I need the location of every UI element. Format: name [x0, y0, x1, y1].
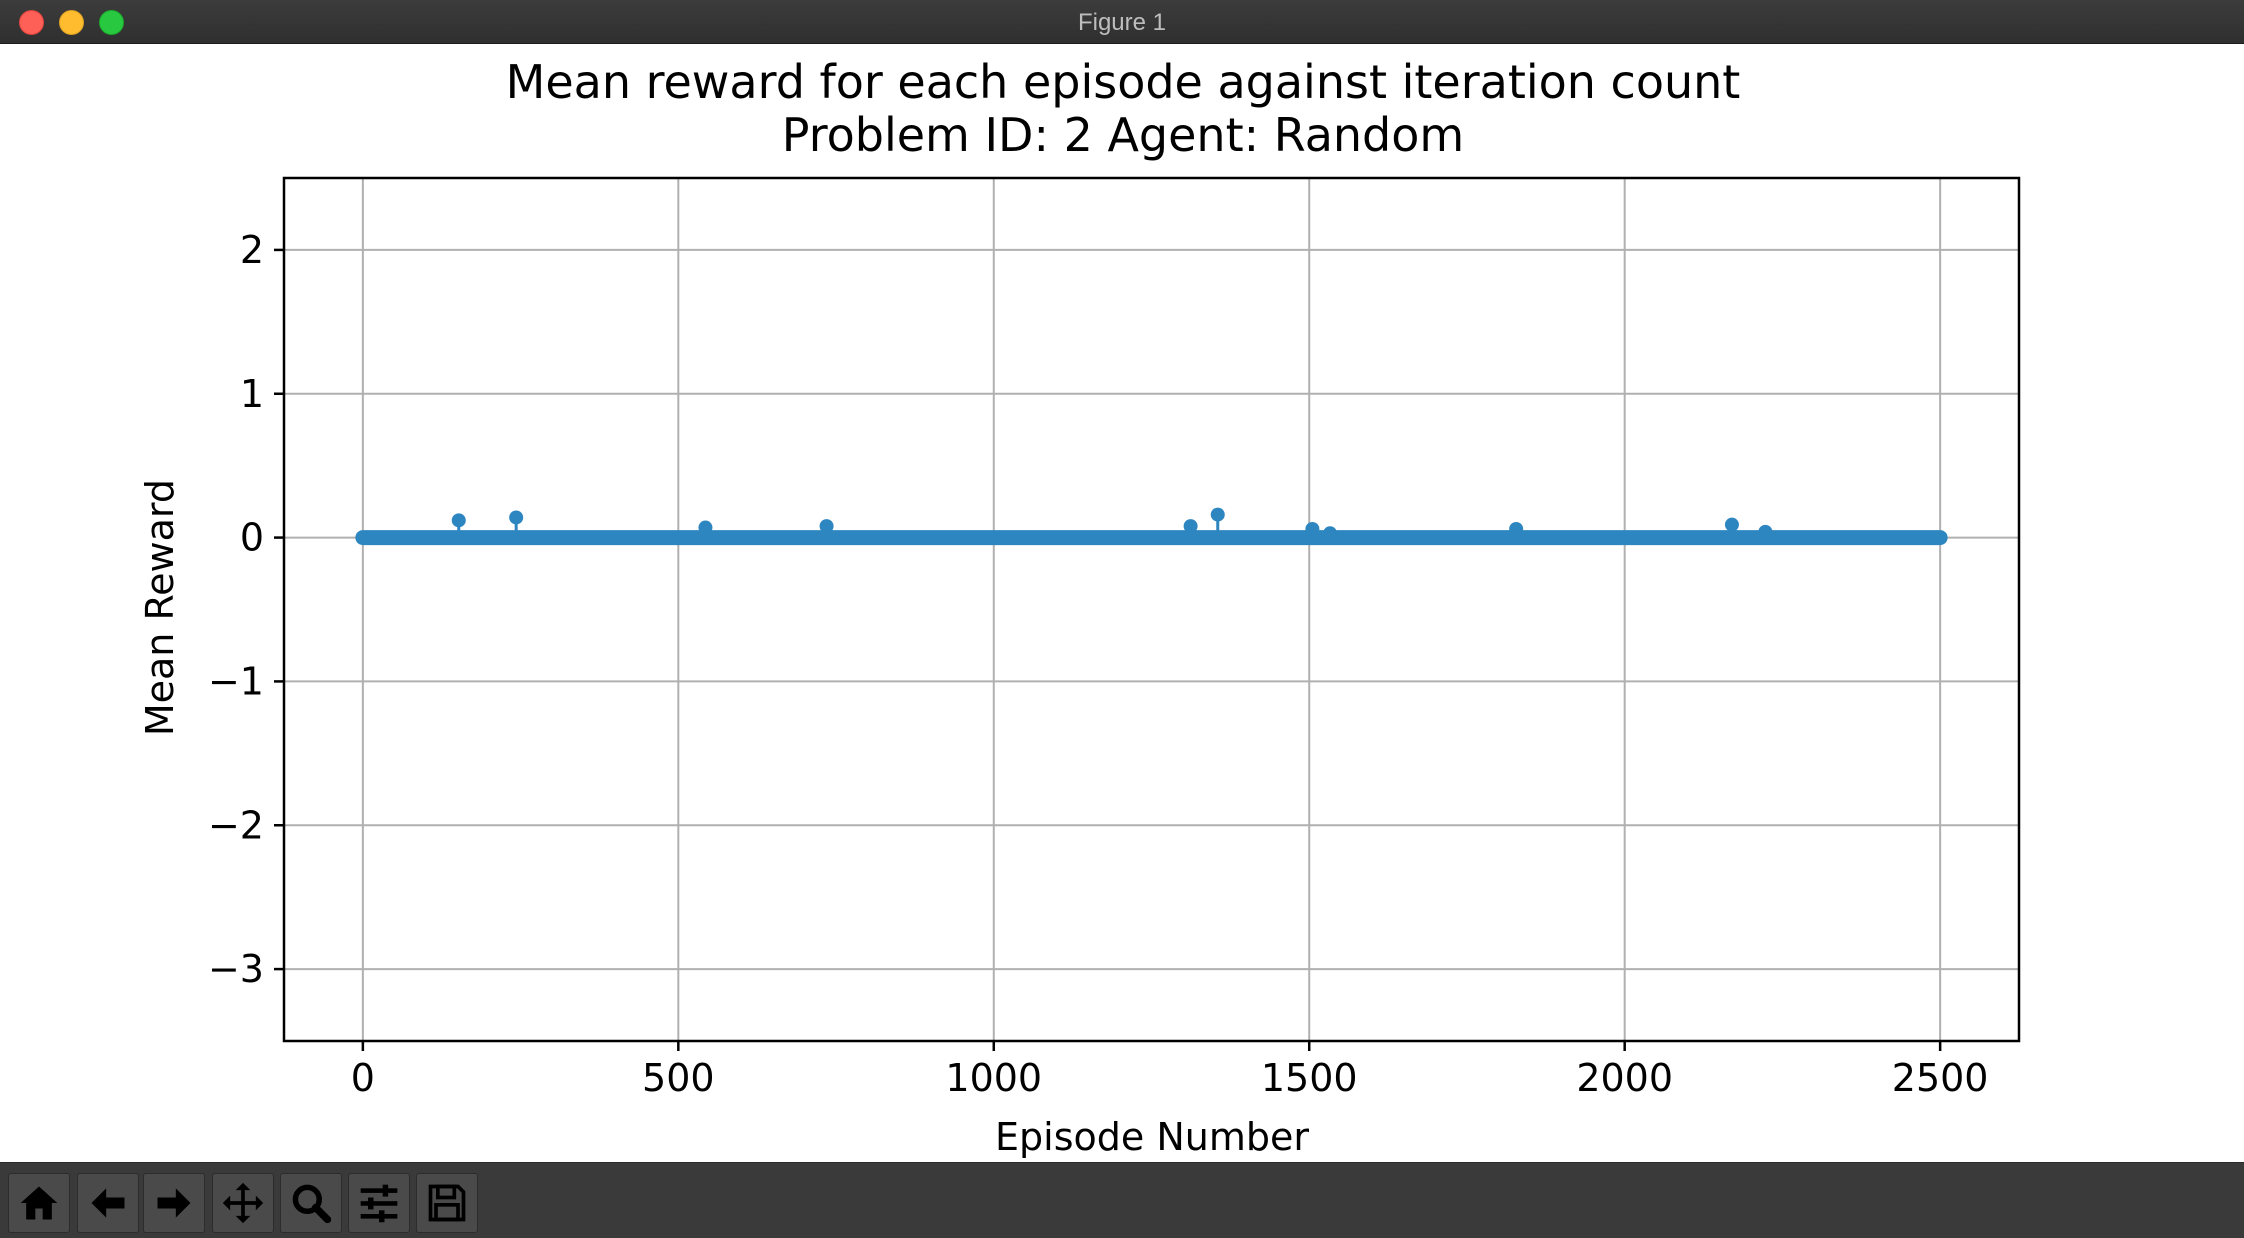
close-window-button[interactable]: [19, 10, 44, 35]
x-tick-label: 500: [642, 1056, 715, 1100]
x-tick-label: 0: [351, 1056, 375, 1100]
plot-area: Mean reward for each episode against ite…: [0, 44, 2244, 1162]
data-point: [1323, 526, 1338, 541]
data-point: [1724, 517, 1739, 532]
pan-button[interactable]: [212, 1173, 274, 1233]
data-point: [819, 519, 834, 534]
data-point: [451, 513, 466, 528]
y-tick-label: 0: [240, 516, 264, 560]
x-axis-label: Episode Number: [995, 1115, 1309, 1159]
grid: [284, 178, 2019, 1041]
y-tick-label: 2: [240, 228, 264, 272]
tick-marks: [274, 248, 1942, 1051]
x-tick-label: 1500: [1261, 1056, 1358, 1100]
y-axis-label: Mean Reward: [138, 479, 182, 736]
configure-icon: [360, 1184, 398, 1223]
data-point: [1183, 519, 1198, 534]
chart-marks: [355, 507, 1948, 546]
navigation-toolbar: [0, 1162, 2244, 1238]
data-point: [1509, 521, 1524, 536]
back-icon: [91, 1188, 125, 1218]
window-title: Figure 1: [1077, 9, 1167, 36]
forward-icon: [157, 1188, 191, 1218]
save-icon: [428, 1184, 466, 1222]
data-point: [698, 520, 713, 535]
data-point: [509, 510, 524, 525]
configure-subplots-button[interactable]: [348, 1173, 410, 1233]
y-tick-label: −3: [208, 947, 264, 991]
x-tick-label: 2000: [1576, 1056, 1673, 1100]
forward-button[interactable]: [143, 1173, 205, 1233]
pan-icon: [222, 1182, 264, 1224]
x-tick-label: 1000: [945, 1056, 1042, 1100]
maximize-window-button[interactable]: [99, 10, 124, 35]
data-point: [1758, 524, 1773, 539]
data-point: [1305, 521, 1320, 536]
x-tick-label: 2500: [1892, 1056, 1989, 1100]
back-button[interactable]: [77, 1173, 139, 1233]
y-tick-label: −2: [208, 803, 264, 847]
minimize-window-button[interactable]: [59, 10, 84, 35]
home-button[interactable]: [8, 1173, 70, 1233]
title-bar[interactable]: Figure 1: [0, 0, 2244, 44]
y-tick-label: 1: [240, 372, 264, 416]
home-icon: [20, 1186, 58, 1220]
axes-frame: [282, 176, 2021, 1043]
zoom-button[interactable]: [280, 1173, 342, 1233]
data-point: [1210, 507, 1225, 522]
zoom-icon: [292, 1184, 332, 1224]
chart-subtitle: Problem ID: 2 Agent: Random: [782, 108, 1464, 162]
save-button[interactable]: [416, 1173, 478, 1233]
y-tick-label: −1: [208, 659, 264, 703]
chart-title: Mean reward for each episode against ite…: [506, 55, 1741, 109]
mean-reward-chart: Mean reward for each episode against ite…: [138, 55, 2021, 1159]
